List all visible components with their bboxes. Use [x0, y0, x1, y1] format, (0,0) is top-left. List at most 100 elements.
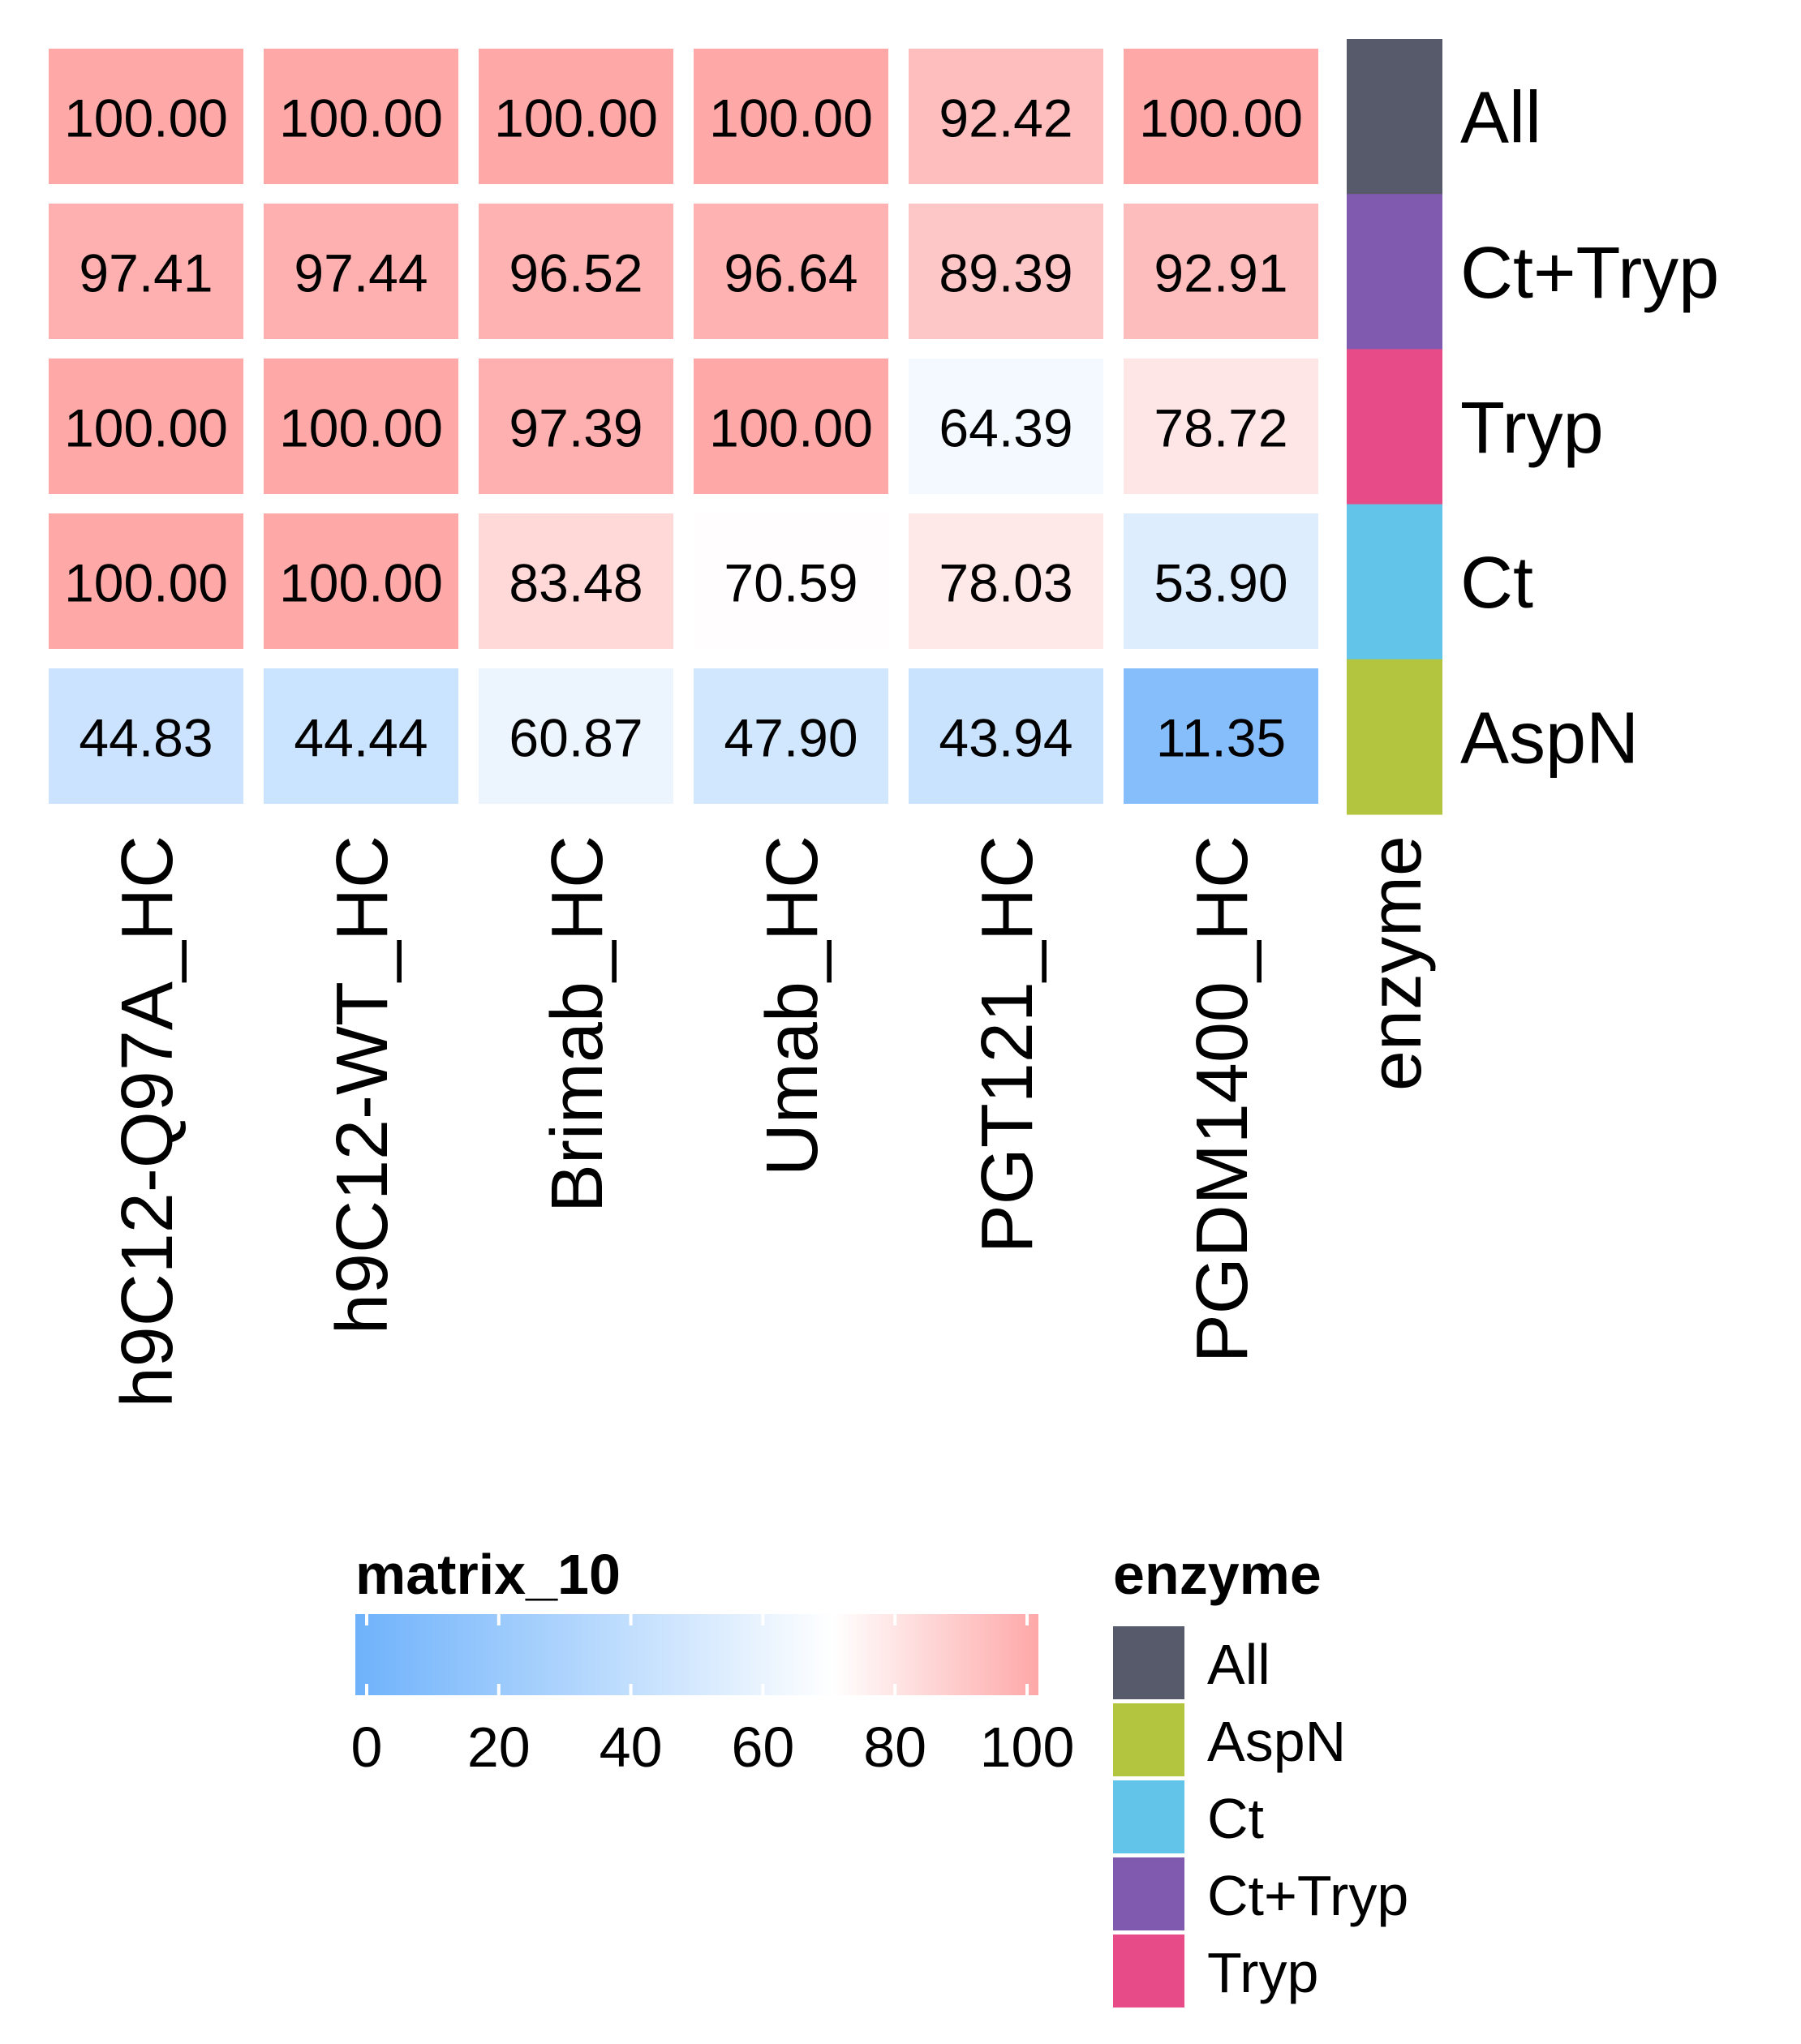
heatmap-cell: 60.87 [479, 668, 673, 804]
heatmap-cell-value: 96.52 [509, 243, 643, 303]
enzyme-legend: enzyme All AspN Ct Ct+Tryp Tryp [1113, 1543, 1408, 2008]
heatmap-cell-value: 89.39 [939, 243, 1072, 303]
heatmap-cell-value: 97.44 [294, 243, 428, 303]
colorbar-tick-label: 60 [731, 1716, 794, 1779]
heatmap-cell-value: 100.00 [709, 398, 873, 458]
heatmap-cell: 78.72 [1124, 359, 1318, 494]
heatmap-cell: 100.00 [264, 49, 458, 184]
heatmap-cell-value: 92.42 [939, 88, 1072, 148]
enzyme-legend-label: AspN [1207, 1710, 1346, 1773]
heatmap-cell-rect [479, 668, 673, 804]
row-label: AspN [1460, 698, 1639, 779]
heatmap-cell-value: 100.00 [64, 398, 228, 458]
column-label: PGDM1400_HC [1182, 835, 1263, 1363]
heatmap-cell-rect [264, 204, 458, 339]
heatmap-cell-rect [909, 668, 1103, 804]
heatmap-cell-rect [694, 359, 888, 494]
heatmap-cell-value: 100.00 [64, 88, 228, 148]
heatmap-cell-rect [49, 668, 243, 804]
heatmap-cell-rect [49, 513, 243, 649]
enzyme-legend-swatch [1113, 1780, 1184, 1853]
heatmap-cell: 96.64 [694, 204, 888, 339]
heatmap-cell-rect [1124, 359, 1318, 494]
enzyme-annotation-all [1347, 39, 1442, 195]
heatmap-cell: 100.00 [264, 359, 458, 494]
heatmap-cell-rect [909, 513, 1103, 649]
enzyme-legend-item: Ct [1113, 1780, 1264, 1853]
heatmap-cell-value: 96.64 [724, 243, 858, 303]
enzyme-legend-swatch [1113, 1626, 1184, 1699]
heatmap-cell-value: 83.48 [509, 553, 643, 613]
enzyme-legend-label: Tryp [1207, 1941, 1318, 2004]
heatmap-cell-rect [479, 513, 673, 649]
heatmap-cell: 47.90 [694, 668, 888, 804]
enzyme-legend-item: Tryp [1113, 1934, 1318, 2008]
enzyme-annotation-tryp [1347, 349, 1442, 505]
heatmap-cell-value: 11.35 [1156, 708, 1286, 768]
heatmap-cell-rect [694, 204, 888, 339]
colorbar-tick-label: 0 [351, 1716, 383, 1779]
heatmap-cell-rect [479, 204, 673, 339]
heatmap-cell: 97.41 [49, 204, 243, 339]
heatmap-cell: 100.00 [1124, 49, 1318, 184]
heatmap-cell-rect [1124, 513, 1318, 649]
column-label: h9C12-WT_HC [322, 835, 403, 1334]
heatmap-cell: 70.59 [694, 513, 888, 649]
enzyme-legend-swatch [1113, 1857, 1184, 1930]
enzyme-legend-swatch [1113, 1703, 1184, 1776]
heatmap-cell: 44.44 [264, 668, 458, 804]
column-label: PGT121_HC [967, 835, 1048, 1253]
heatmap-cell-value: 100.00 [494, 88, 658, 148]
heatmap-cell-rect [1124, 204, 1318, 339]
heatmap-cell-value: 97.39 [509, 398, 643, 458]
row-label: Ct [1460, 543, 1533, 624]
heatmap-cell-value: 64.39 [939, 398, 1072, 458]
heatmap-cell: 92.91 [1124, 204, 1318, 339]
enzyme-legend-swatch [1113, 1934, 1184, 2008]
colorbar-title: matrix_10 [355, 1543, 621, 1606]
heatmap-cell-rect [264, 49, 458, 184]
colorbar-gradient [355, 1614, 1038, 1695]
heatmap-cell: 96.52 [479, 204, 673, 339]
heatmap-cell-value: 60.87 [509, 708, 643, 768]
row-label: Tryp [1460, 388, 1604, 469]
heatmap-cell-value: 70.59 [724, 553, 858, 613]
heatmap-cell-rect [264, 513, 458, 649]
row-label: Ct+Tryp [1460, 233, 1719, 314]
heatmap-cell-rect [49, 49, 243, 184]
heatmap-cell-rect [694, 668, 888, 804]
heatmap-cell-value: 100.00 [64, 553, 228, 613]
heatmap-cell-value: 100.00 [709, 88, 873, 148]
heatmap-cell: 100.00 [49, 513, 243, 649]
enzyme-legend-title: enzyme [1113, 1543, 1322, 1606]
enzyme-legend-item: AspN [1113, 1703, 1346, 1776]
heatmap-cell: 100.00 [694, 359, 888, 494]
heatmap-cell-rect [49, 359, 243, 494]
enzyme-legend-item: All [1113, 1626, 1270, 1699]
enzyme-legend-label: Ct+Tryp [1207, 1864, 1408, 1927]
heatmap-cell-rect [264, 668, 458, 804]
column-label: h9C12-Q97A_HC [107, 835, 188, 1407]
heatmap-cell-value: 44.83 [79, 708, 213, 768]
colorbar-tick-label: 100 [980, 1716, 1075, 1779]
heatmap-cell-value: 44.44 [294, 708, 428, 768]
heatmap-cell: 100.00 [49, 359, 243, 494]
heatmap-cell: 64.39 [909, 359, 1103, 494]
heatmap-cell: 97.39 [479, 359, 673, 494]
heatmap-cells: 100.00 100.00 100.00 100.00 92.42 100.00 97.41… [49, 49, 1318, 804]
colorbar-legend: matrix_10 0 20 40 60 80 100 [351, 1543, 1075, 1779]
heatmap-cell-rect [909, 49, 1103, 184]
heatmap-cell: 100.00 [49, 49, 243, 184]
heatmap-cell-rect [694, 49, 888, 184]
heatmap-cell: 83.48 [479, 513, 673, 649]
enzyme-annotation-bar [1347, 39, 1442, 815]
heatmap-cell: 100.00 [264, 513, 458, 649]
heatmap-cell-value: 78.72 [1154, 398, 1287, 458]
heatmap-cell-value: 78.03 [939, 553, 1072, 613]
heatmap-cell-rect [479, 49, 673, 184]
heatmap-cell-value: 100.00 [279, 398, 443, 458]
heatmap-cell-value: 100.00 [279, 553, 443, 613]
heatmap-cell-value: 47.90 [724, 708, 858, 768]
heatmap-cell: 89.39 [909, 204, 1103, 339]
